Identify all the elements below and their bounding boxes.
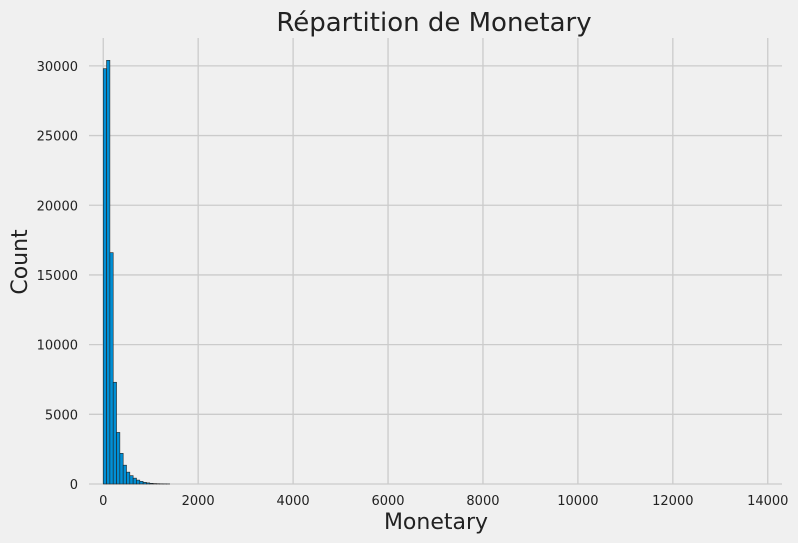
x-tick-label-1: 2000 — [182, 494, 215, 509]
x-tick-label-6: 12000 — [652, 494, 693, 509]
y-tick-label-5: 25000 — [37, 130, 78, 145]
y-tick-label-3: 15000 — [37, 269, 78, 284]
y-axis-title: Count — [8, 229, 33, 295]
histogram-bar-0 — [102, 68, 107, 485]
x-axis-title: Monetary — [384, 510, 488, 535]
y-tick-label-1: 5000 — [45, 408, 78, 423]
histogram-bars — [102, 59, 170, 485]
histogram-bar-13 — [146, 482, 151, 485]
histogram-bar-2 — [109, 252, 114, 485]
histogram-bar-4 — [116, 432, 121, 485]
x-axis-ticks: 0 2000 4000 6000 8000 10000 12000 14000 — [99, 494, 788, 509]
histogram-bar-3 — [112, 381, 117, 485]
histogram-bar-5 — [119, 453, 124, 485]
x-tick-label-2: 4000 — [277, 494, 310, 509]
y-tick-label-6: 30000 — [37, 60, 78, 75]
histogram-bar-12 — [142, 482, 147, 485]
histogram-bar-8 — [129, 475, 134, 485]
x-tick-label-4: 8000 — [466, 494, 499, 509]
y-axis-ticks: 0 5000 10000 15000 20000 25000 30000 — [37, 60, 78, 493]
histogram-bar-6 — [122, 464, 127, 485]
y-tick-label-0: 0 — [70, 478, 78, 493]
histogram-bar-7 — [126, 471, 131, 485]
histogram-bar-1 — [106, 59, 111, 485]
x-tick-label-0: 0 — [99, 494, 107, 509]
x-tick-label-7: 14000 — [747, 494, 788, 509]
histogram-bar-10 — [136, 479, 141, 485]
histogram-bar-14 — [149, 483, 154, 485]
y-tick-label-4: 20000 — [37, 199, 78, 214]
x-tick-label-5: 10000 — [557, 494, 598, 509]
y-tick-label-2: 10000 — [37, 339, 78, 354]
histogram-bar-11 — [139, 481, 144, 485]
histogram-bar-9 — [132, 477, 137, 485]
chart-title: Répartition de Monetary — [276, 8, 591, 38]
grid-lines — [89, 38, 782, 485]
x-tick-label-3: 6000 — [371, 494, 404, 509]
